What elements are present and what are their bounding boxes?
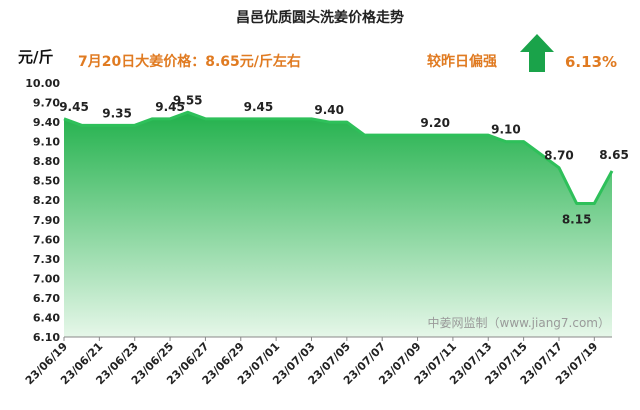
chart-title: 昌邑优质圆头洗姜价格走势 <box>236 9 404 26</box>
data-label: 9.45 <box>155 100 185 114</box>
data-label: 9.10 <box>491 123 521 137</box>
y-tick-label: 7.60 <box>33 233 60 246</box>
data-label: 8.70 <box>544 149 574 163</box>
data-label: 8.65 <box>599 148 629 162</box>
headline-price: 7月20日大姜价格：8.65元/斤左右 <box>78 53 301 70</box>
y-tick-label: 7.00 <box>33 272 60 285</box>
y-tick-label: 9.10 <box>33 136 60 149</box>
data-label: 9.35 <box>102 106 132 120</box>
y-tick-label: 8.80 <box>33 155 60 168</box>
y-tick-label: 7.90 <box>33 214 60 227</box>
data-label: 8.15 <box>562 212 592 226</box>
y-tick-label: 9.40 <box>33 116 60 129</box>
y-tick-label: 8.50 <box>33 175 60 188</box>
y-tick-label: 6.70 <box>33 292 60 305</box>
data-label: 9.40 <box>314 103 344 117</box>
arrow-up-icon <box>520 34 554 72</box>
data-label: 9.55 <box>173 93 203 107</box>
data-label: 9.45 <box>59 100 89 114</box>
x-axis: 23/06/1923/06/2123/06/2323/06/2523/06/27… <box>23 336 612 387</box>
y-tick-label: 6.40 <box>33 311 60 324</box>
y-tick-label: 10.00 <box>25 77 60 90</box>
y-tick-label: 8.20 <box>33 194 60 207</box>
watermark: 中姜网监制（www.jiang7.com） <box>428 315 610 330</box>
data-label: 9.20 <box>420 116 450 130</box>
price-line <box>63 110 614 205</box>
y-axis: 10.00 9.70 9.40 9.10 8.80 8.50 8.20 7.90 7.60 7.3… <box>25 77 60 344</box>
price-area <box>64 112 612 337</box>
y-unit-label: 元/斤 <box>18 48 53 66</box>
y-tick-label: 9.70 <box>33 97 60 110</box>
y-tick-label: 7.30 <box>33 253 60 266</box>
y-tick-label: 6.10 <box>33 331 60 344</box>
data-labels: 9.45 9.35 9.459.55 9.45 9.409.20 9.108.708.15… <box>59 93 629 226</box>
change-percent: 6.13% <box>565 53 617 71</box>
plot-area <box>63 110 614 337</box>
data-label: 9.45 <box>244 100 274 114</box>
compare-label: 较昨日偏强 <box>427 53 497 70</box>
